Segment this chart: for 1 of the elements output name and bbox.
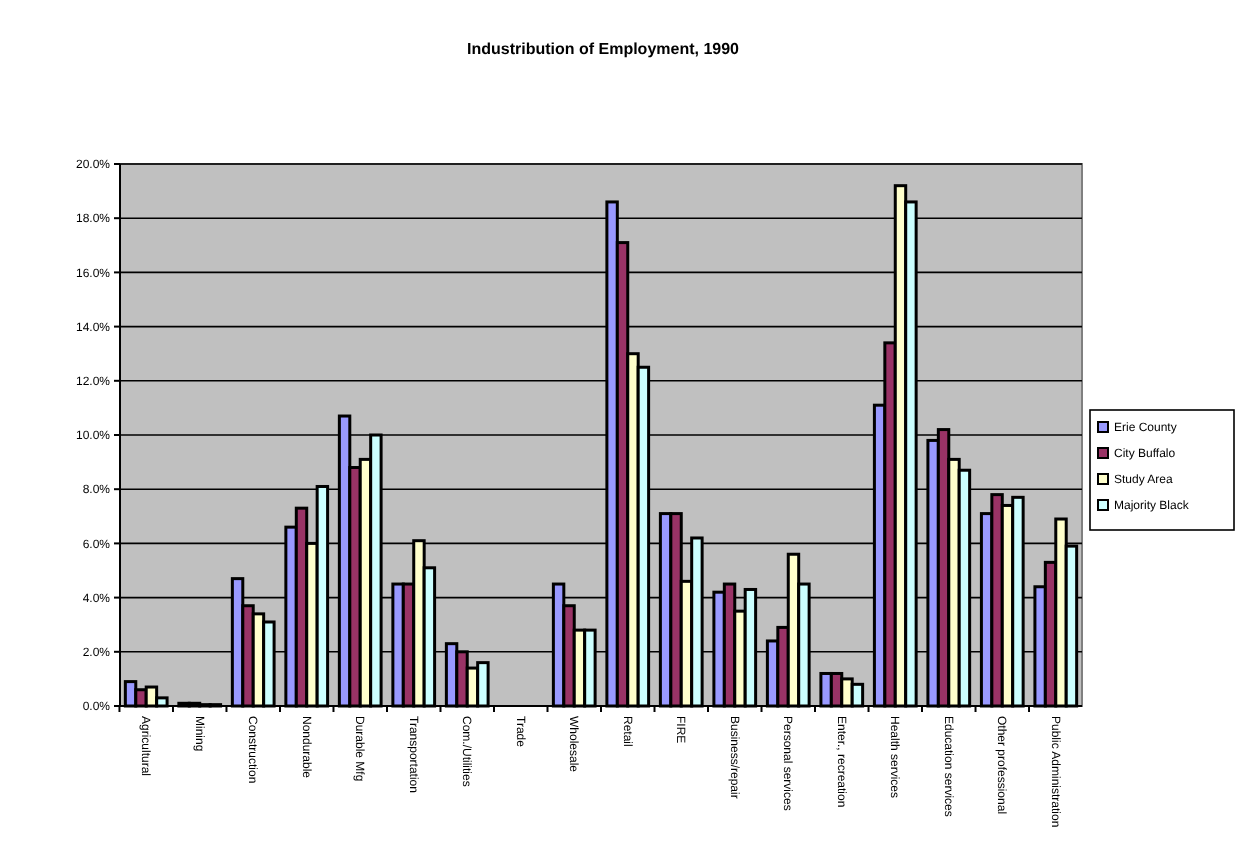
- chart-title: Industribution of Employment, 1990: [466, 40, 741, 58]
